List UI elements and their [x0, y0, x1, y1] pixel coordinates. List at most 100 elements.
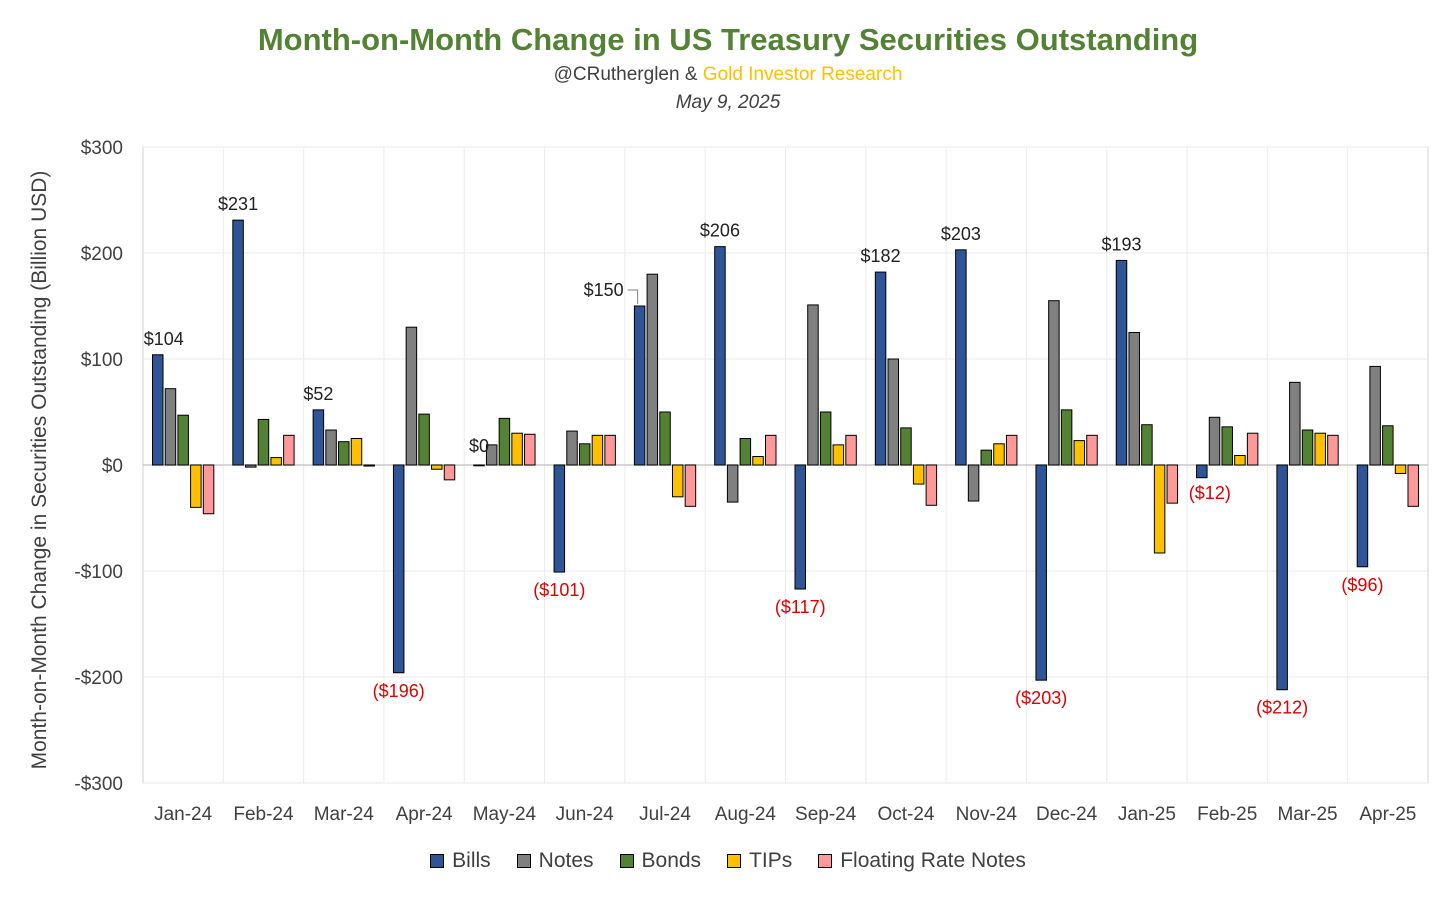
y-tick-label: -$200: [74, 668, 123, 689]
legend-label: Bills: [452, 849, 491, 872]
data-label: ($12): [1189, 483, 1231, 503]
bar-bills: [1196, 464, 1208, 479]
x-tick-label: Apr-24: [396, 804, 453, 825]
legend-label: Bonds: [641, 849, 702, 872]
bar-tips: [591, 434, 604, 466]
x-tick-label: Mar-25: [1277, 804, 1337, 825]
data-label: ($96): [1341, 575, 1383, 595]
bar-tips: [190, 464, 202, 508]
bar-bills: [232, 219, 244, 466]
bar-notes: [1369, 365, 1381, 466]
bar-bills: [392, 464, 405, 674]
bar-floating-rate-notes: [1086, 434, 1098, 466]
x-tick-label: Jan-24: [154, 804, 213, 825]
bar-tips: [1073, 440, 1086, 466]
data-label: $231: [218, 194, 258, 214]
bar-floating-rate-notes: [925, 464, 938, 506]
data-label: $52: [303, 384, 333, 404]
bar-bonds: [739, 438, 752, 466]
x-tick-label: Jan-25: [1118, 804, 1176, 825]
bar-bonds: [177, 414, 189, 466]
bar-bills: [874, 271, 887, 466]
x-tick-label: Jul-24: [639, 804, 691, 825]
bar-bills: [633, 305, 646, 466]
y-tick-label: $0: [102, 456, 123, 477]
bar-tips: [752, 456, 764, 466]
bar-bills: [955, 249, 967, 466]
bar-bonds: [1221, 426, 1233, 466]
legend-item: TIPs: [727, 849, 792, 873]
bar-notes: [485, 444, 498, 466]
bar-floating-rate-notes: [845, 434, 857, 466]
data-label: ($101): [533, 580, 585, 600]
chart-date: May 9, 2025: [675, 92, 781, 113]
bar-notes: [887, 358, 900, 466]
legend-swatch: [516, 854, 531, 868]
bar-notes: [1128, 332, 1140, 466]
bar-bonds: [900, 427, 912, 466]
bar-floating-rate-notes: [604, 434, 616, 466]
bar-bonds: [257, 418, 270, 466]
bar-floating-rate-notes: [202, 464, 215, 515]
x-tick-label: Feb-24: [233, 804, 294, 825]
legend-swatch: [727, 854, 742, 868]
chart-legend: Bills Notes Bonds TIPs Floating Rate Notes: [0, 849, 1456, 873]
y-tick-label: -$100: [74, 562, 123, 583]
data-label: ($212): [1256, 698, 1308, 718]
legend-item: Bonds: [619, 849, 702, 873]
bar-notes: [1289, 381, 1301, 466]
subtitle-research: Gold Investor Research: [702, 64, 903, 85]
x-tick-label: Sep-24: [795, 804, 857, 825]
bar-floating-rate-notes: [443, 464, 456, 481]
bar-bonds: [418, 413, 430, 466]
y-tick-label: $200: [81, 244, 123, 265]
x-tick-label: Dec-24: [1036, 804, 1098, 825]
legend-label: Floating Rate Notes: [840, 849, 1026, 872]
x-tick-label: Jun-24: [556, 804, 615, 825]
chart-title: Month-on-Month Change in US Treasury Sec…: [257, 22, 1199, 57]
legend-item: Bills: [430, 849, 491, 873]
bar-notes: [245, 464, 257, 468]
bar-bonds: [1141, 424, 1153, 466]
bar-tips: [832, 444, 845, 466]
x-tick-label: May-24: [473, 804, 537, 825]
bar-bonds: [1060, 409, 1073, 466]
bar-tips: [993, 443, 1005, 466]
bar-floating-rate-notes: [363, 464, 375, 467]
bar-notes: [405, 326, 418, 466]
data-label: ($117): [775, 597, 826, 617]
bar-bills: [1035, 464, 1047, 681]
bar-floating-rate-notes: [283, 434, 295, 466]
bar-floating-rate-notes: [1005, 434, 1018, 466]
bar-floating-rate-notes: [1327, 434, 1339, 466]
bar-bills: [794, 464, 807, 590]
data-label-leader: [627, 289, 639, 304]
bar-bonds: [659, 411, 671, 466]
legend-item: Floating Rate Notes: [818, 849, 1026, 873]
bar-tips: [350, 438, 363, 466]
bar-tips: [671, 464, 684, 498]
legend-label: TIPs: [749, 849, 793, 872]
bar-bills: [1115, 259, 1128, 466]
chart-subtitle: @CRutherglen & Gold Investor Research: [0, 64, 1456, 86]
data-label: $0: [469, 436, 489, 456]
legend-swatch: [619, 854, 634, 868]
bar-tips: [511, 432, 523, 466]
data-label: $104: [144, 329, 184, 349]
x-tick-label: Feb-25: [1197, 804, 1257, 825]
bar-bills: [1276, 464, 1288, 691]
bar-bonds: [578, 443, 591, 466]
bar-notes: [566, 430, 578, 466]
bar-bonds: [980, 449, 993, 466]
x-tick-label: Aug-24: [715, 804, 777, 825]
bar-bills: [312, 409, 325, 466]
y-axis-title: Month-on-Month Change in Securities Outs…: [28, 171, 51, 770]
bar-tips: [1314, 432, 1326, 466]
x-tick-label: Nov-24: [956, 804, 1018, 825]
y-tick-label: $300: [81, 138, 123, 159]
data-label: $193: [1101, 234, 1141, 254]
data-label: ($203): [1015, 688, 1067, 708]
bar-tips: [1153, 464, 1166, 554]
bar-bonds: [1382, 425, 1394, 466]
